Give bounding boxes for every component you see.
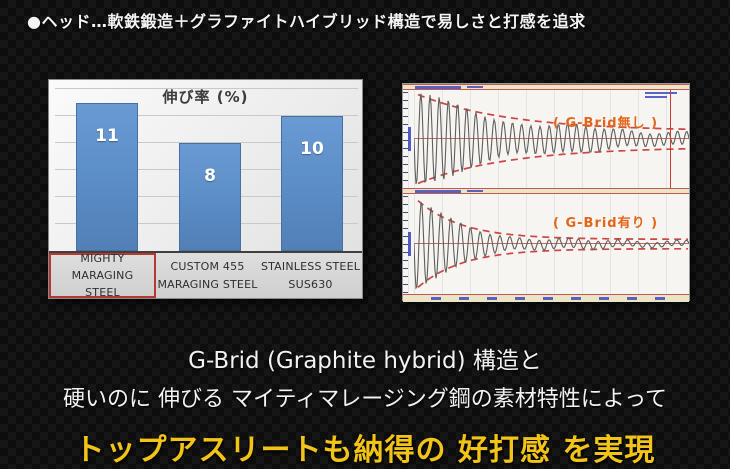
footer-headline: トップアスリートも納得の 好打感 を実現 [74,432,656,468]
time-axis-tick-label [487,297,497,300]
envelope-dashed-curve [417,247,688,289]
vibration-graphs-panel: ( G-Brid無し ) ( G-Brid有り ) [402,83,690,302]
graph-b-y-axis-label [408,232,411,256]
graph-a-annotation: ( G-Brid無し ) [553,116,659,131]
micro-text [645,96,667,98]
bar-1: 8 [179,143,241,251]
graph-a-cursor-line [670,90,671,188]
envelope-dashed-curve [417,93,688,131]
footer-line-1: G-Brid (Graphite hybrid) 構造と [188,348,542,374]
time-axis-tick-label [571,297,581,300]
bar-value-label: 8 [204,166,216,187]
bar-chart-category-axis: MIGHTY MARAGING STEEL CUSTOM 455 MARAGING S… [49,251,362,299]
time-axis-tick-label [543,297,553,300]
time-axis-tick-label [515,297,525,300]
micro-text [467,86,483,88]
time-axis-tick-label [627,297,637,300]
graph-without-gbrid: ( G-Brid無し ) [403,90,689,188]
bar-0: 11 [76,102,138,251]
gridline [55,142,358,144]
footer-text-block: G-Brid (Graphite hybrid) 構造と 硬いのに 伸びる マイ… [0,348,730,469]
graph-with-gbrid: ( G-Brid有り ) [403,194,689,294]
time-axis-tick-label [599,297,609,300]
micro-text [467,190,483,192]
time-axis-tick-label [655,297,665,300]
category-label-0: MIGHTY MARAGING STEEL [49,252,156,299]
graph-a-header-strip [403,84,689,90]
vibration-waveform [414,202,689,290]
header-bullet-text: ●ヘッド…軟鉄鍛造＋グラファイトハイブリッド構造で易しさと打感を追求 [27,12,586,31]
time-axis-strip [403,294,689,302]
graphs-divider-strip [403,188,689,194]
micro-text [645,92,677,94]
waveform-svg [414,199,689,290]
bar-chart-plot-area: 11 8 10 [49,80,362,251]
vibration-waveform [414,93,689,185]
bar-chart-title: 伸び率 (%) [162,88,249,106]
bar-value-label: 10 [300,139,324,160]
gridline [55,115,358,117]
elongation-bar-chart-panel: 伸び率 (%) 11 8 10 MIGHTY MARAGING STEEL CUSTOM… [48,79,363,299]
time-axis-tick-label [459,297,469,300]
envelope-dashed-curve [417,147,688,185]
micro-text [415,190,461,193]
micro-text [415,86,461,89]
envelope-dashed-curve [417,199,688,241]
waveform-svg [414,93,689,185]
category-label-1: CUSTOM 455 MARAGING STEEL [157,260,258,291]
gridline [55,88,358,90]
footer-line-2: 硬いのに 伸びる マイティマレージング鋼の素材特性によって [62,386,668,412]
graph-a-y-axis-label [408,127,411,152]
time-axis-tick-label [431,297,441,300]
bar-value-label: 11 [95,125,119,146]
graph-b-annotation: ( G-Brid有り ) [553,216,659,231]
bar-2: 10 [281,116,343,251]
category-label-2: STAINLESS STEEL SUS630 [260,260,361,291]
